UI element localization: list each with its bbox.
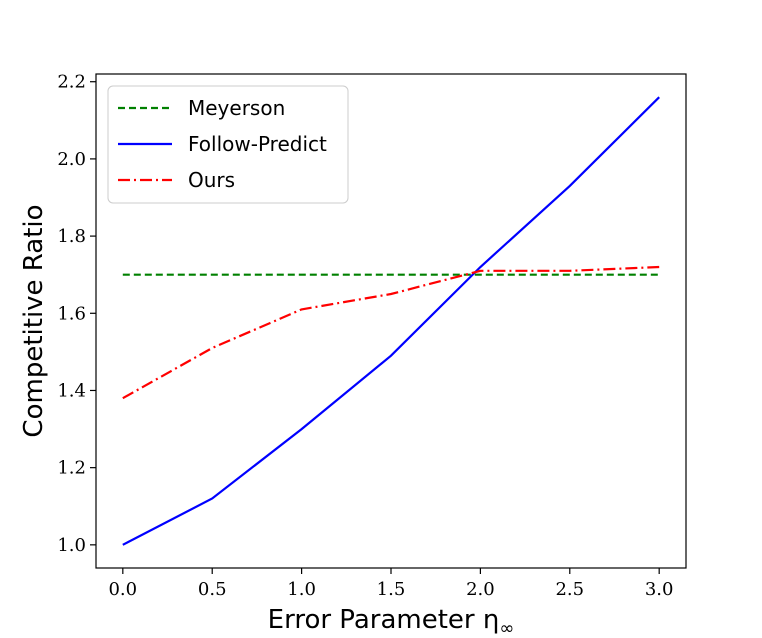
series-line-ours [122, 265, 660, 400]
x-tick-label: 1.5 [377, 579, 406, 600]
y-tick-label: 2.0 [57, 149, 86, 170]
legend-label: Follow-Predict [188, 132, 327, 156]
x-tick-label: 3.0 [645, 579, 674, 600]
x-tick-label: 0.0 [108, 579, 137, 600]
y-tick-label: 1.6 [57, 303, 86, 324]
series-line-follow-predict [122, 96, 660, 546]
x-tick-label: 2.0 [466, 579, 495, 600]
legend-label: Ours [188, 168, 235, 192]
y-tick-label: 1.0 [57, 535, 86, 556]
y-tick-label: 1.8 [57, 226, 86, 247]
y-tick-label: 1.2 [57, 458, 86, 479]
x-tick-label: 1.0 [287, 579, 316, 600]
legend-label: Meyerson [188, 96, 285, 120]
x-tick-label: 2.5 [555, 579, 584, 600]
x-tick-label: 0.5 [198, 579, 227, 600]
series-layer [122, 96, 660, 546]
y-axis-label: Competitive Ratio [19, 204, 49, 437]
x-axis-label-subscript: ∞ [499, 618, 514, 638]
ticks-layer: 0.0 0.5 1.0 1.5 2.0 2.5 3.0 1.0 1.2 1.4 1.6 1.8 2.0 2… [57, 72, 673, 600]
legend-box [107, 85, 349, 204]
y-tick-label: 1.4 [57, 380, 86, 401]
y-tick-label: 2.2 [57, 72, 86, 93]
x-axis-label: Error Parameter η∞ [268, 605, 515, 638]
legend: Meyerson Follow-Predict Ours [107, 85, 349, 204]
